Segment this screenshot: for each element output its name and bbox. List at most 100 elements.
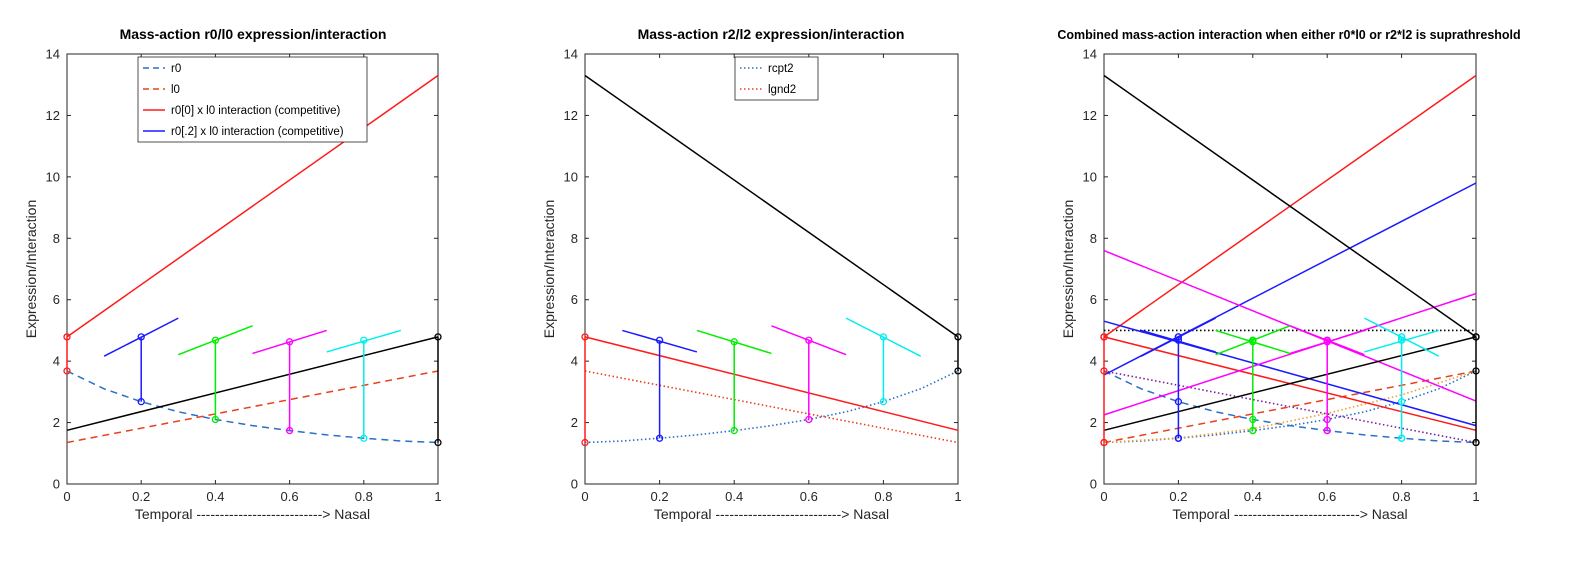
data-point-marker bbox=[1397, 336, 1406, 344]
x-tick-label: 0 bbox=[1100, 489, 1107, 504]
y-tick-label: 4 bbox=[1090, 354, 1097, 369]
y-tick-label: 8 bbox=[53, 231, 60, 246]
data-point-marker bbox=[1323, 415, 1331, 424]
y-tick-label: 6 bbox=[1090, 292, 1097, 307]
data-point-marker bbox=[1323, 426, 1331, 435]
data-point-marker bbox=[1249, 415, 1257, 424]
y-tick-label: 4 bbox=[571, 354, 578, 369]
y-tick-label: 10 bbox=[1083, 169, 1097, 184]
data-point-marker bbox=[360, 434, 368, 442]
x-tick-label: 0.4 bbox=[206, 489, 224, 504]
y-tick-label: 2 bbox=[53, 415, 60, 430]
series-line-10 bbox=[1103, 320, 1477, 427]
x-axis-label: Temporal ---------------------------> Na… bbox=[654, 506, 889, 522]
data-point-marker bbox=[1472, 367, 1480, 375]
data-point-marker bbox=[211, 415, 220, 424]
y-tick-label: 10 bbox=[564, 169, 578, 184]
series-line-5 bbox=[1103, 370, 1477, 444]
chart-title: Mass-action r0/l0 expression/interaction bbox=[120, 26, 387, 42]
data-point-marker bbox=[1249, 426, 1257, 435]
data-point-marker bbox=[285, 338, 294, 346]
x-tick-label: 0.8 bbox=[1393, 489, 1411, 504]
series-line-1 bbox=[1103, 370, 1477, 444]
legend: rcpt2 lgnd2 bbox=[734, 56, 819, 101]
x-tick-label: 0.2 bbox=[1169, 489, 1187, 504]
data-point-marker bbox=[211, 336, 220, 344]
y-tick-label: 0 bbox=[53, 477, 60, 492]
y-tick-label: 4 bbox=[53, 354, 60, 369]
x-axis-label: Temporal ---------------------------> Na… bbox=[135, 506, 370, 522]
data-point-marker bbox=[1397, 398, 1406, 406]
legend-label: l0 bbox=[171, 84, 180, 96]
y-tick-label: 10 bbox=[46, 169, 60, 184]
data-point-marker bbox=[1100, 438, 1108, 447]
x-tick-label: 0.2 bbox=[651, 489, 669, 504]
data-point-marker bbox=[730, 338, 738, 346]
x-tick-label: 1 bbox=[954, 489, 961, 504]
y-tick-label: 12 bbox=[46, 108, 60, 123]
data-point-marker bbox=[805, 415, 813, 424]
series-line-13 bbox=[1103, 74, 1477, 338]
x-tick-label: 0.6 bbox=[1318, 489, 1336, 504]
x-tick-label: 0.6 bbox=[800, 489, 818, 504]
legend-box bbox=[734, 56, 819, 101]
data-point-marker bbox=[879, 333, 888, 341]
data-point-marker bbox=[1397, 333, 1406, 341]
data-point-marker bbox=[434, 333, 442, 341]
x-tick-label: 0.4 bbox=[1244, 489, 1262, 504]
x-tick-label: 0 bbox=[63, 489, 70, 504]
y-tick-label: 14 bbox=[46, 47, 60, 62]
y-tick-label: 8 bbox=[1090, 231, 1097, 246]
y-tick-label: 12 bbox=[1083, 108, 1097, 123]
plot-area-frame bbox=[584, 53, 959, 485]
y-tick-label: 12 bbox=[564, 108, 578, 123]
data-point-marker bbox=[285, 426, 294, 435]
series-line-14 bbox=[1103, 336, 1477, 432]
data-point-marker bbox=[581, 438, 589, 447]
chart-title: Combined mass-action interaction when ei… bbox=[1057, 28, 1520, 42]
data-point-marker bbox=[63, 333, 71, 341]
y-tick-label: 2 bbox=[571, 415, 578, 430]
legend-label: rcpt2 bbox=[768, 63, 794, 75]
series-line-2 bbox=[584, 370, 959, 444]
x-tick-label: 0.4 bbox=[725, 489, 743, 504]
y-tick-label: 14 bbox=[564, 47, 578, 62]
series-line-2 bbox=[66, 370, 439, 444]
x-tick-label: 0.8 bbox=[874, 489, 892, 504]
data-point-marker bbox=[1323, 336, 1331, 344]
y-tick-label: 0 bbox=[1090, 477, 1097, 492]
y-axis-label: Expression/Interaction bbox=[23, 200, 39, 339]
series-line-12 bbox=[1103, 292, 1477, 416]
x-tick-label: 0.6 bbox=[281, 489, 299, 504]
x-tick-label: 0 bbox=[581, 489, 588, 504]
chart-title: Mass-action r2/l2 expression/interaction bbox=[638, 26, 905, 42]
data-point-marker bbox=[1472, 333, 1480, 341]
legend-label: lgnd2 bbox=[768, 84, 796, 96]
data-point-marker bbox=[63, 367, 71, 375]
series-line-2 bbox=[1103, 370, 1477, 444]
data-point-marker bbox=[805, 336, 813, 344]
y-tick-label: 6 bbox=[53, 292, 60, 307]
data-point-marker bbox=[954, 333, 962, 341]
data-point-marker bbox=[1100, 333, 1108, 341]
data-point-marker bbox=[1397, 434, 1406, 442]
legend-label: r0[0] x l0 interaction (competitive) bbox=[171, 105, 341, 117]
plot-area-frame bbox=[1103, 53, 1477, 485]
data-point-marker bbox=[137, 398, 145, 406]
x-tick-label: 1 bbox=[1472, 489, 1479, 504]
x-tick-label: 0.2 bbox=[132, 489, 150, 504]
y-tick-label: 6 bbox=[571, 292, 578, 307]
plot-area-frame bbox=[66, 53, 439, 485]
series-line-4 bbox=[66, 336, 439, 432]
data-point-marker bbox=[1100, 367, 1108, 375]
series-line-3 bbox=[584, 336, 959, 432]
data-point-marker bbox=[1174, 398, 1183, 406]
y-axis-label: Expression/Interaction bbox=[541, 200, 557, 339]
x-tick-label: 1 bbox=[434, 489, 441, 504]
y-tick-label: 0 bbox=[571, 477, 578, 492]
data-point-marker bbox=[434, 438, 442, 447]
